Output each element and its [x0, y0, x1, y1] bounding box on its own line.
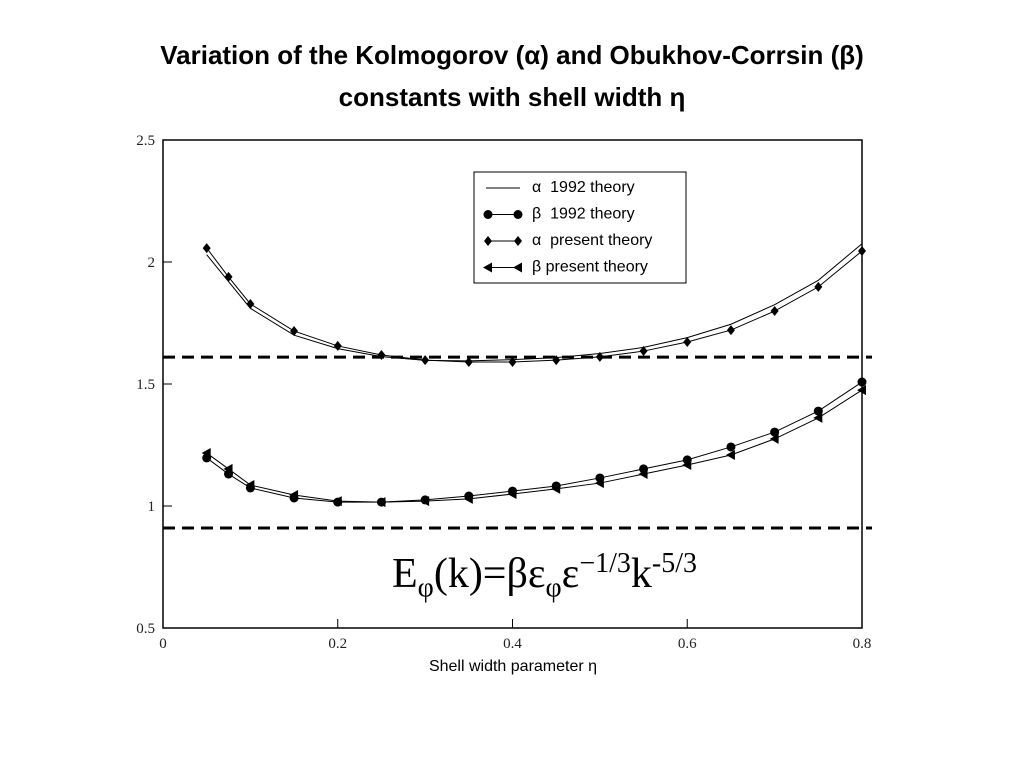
formula-part: -5/3	[651, 548, 697, 579]
marker	[682, 460, 692, 471]
marker	[814, 281, 823, 292]
y-tick-label: 1	[148, 499, 156, 515]
marker	[483, 262, 492, 273]
formula-annotation: Eφ(k)=βεφε−1/3k-5/3	[392, 548, 697, 604]
marker	[245, 480, 255, 491]
marker	[638, 469, 648, 480]
marker	[770, 427, 780, 437]
x-tick-label: 0	[159, 636, 167, 652]
series-line	[206, 381, 863, 503]
marker	[683, 337, 692, 348]
formula-part: φ	[417, 572, 434, 604]
marker	[202, 243, 211, 254]
marker	[333, 340, 342, 351]
marker	[420, 496, 430, 507]
legend-box	[473, 171, 687, 284]
legend-label: β present theory	[532, 259, 648, 276]
x-axis-label: Shell width parameter η	[429, 658, 597, 675]
legend-label: β 1992 theory	[532, 206, 635, 223]
x-tick-label: 0.2	[328, 636, 347, 652]
y-tick-label: 2.5	[136, 133, 155, 149]
chart-title: Variation of the Kolmogorov (α) and Obuk…	[160, 40, 864, 112]
marker	[464, 357, 473, 368]
marker	[224, 271, 233, 282]
marker	[514, 236, 522, 246]
marker	[725, 450, 735, 461]
formula-part: E	[392, 551, 418, 597]
formula-part: φ	[545, 572, 562, 604]
marker	[483, 210, 493, 219]
marker	[463, 493, 473, 504]
marker	[813, 412, 823, 423]
marker	[290, 326, 299, 337]
marker	[726, 325, 735, 336]
marker	[813, 406, 823, 416]
formula-part: (k)=βε	[433, 551, 546, 597]
marker	[857, 377, 867, 387]
marker	[726, 442, 736, 452]
marker	[595, 351, 604, 362]
marker	[223, 463, 233, 474]
marker	[201, 448, 211, 459]
marker	[770, 306, 779, 317]
marker	[246, 298, 255, 309]
marker	[513, 210, 523, 219]
x-tick-label: 0.4	[503, 636, 522, 652]
marker	[376, 497, 386, 508]
y-tick-label: 0.5	[136, 621, 155, 637]
marker	[594, 478, 604, 489]
marker	[639, 346, 648, 357]
legend-label: α 1992 theory	[532, 179, 635, 196]
marker	[513, 262, 522, 273]
formula-part: ε	[561, 551, 580, 597]
marker	[484, 236, 492, 246]
marker	[421, 355, 430, 366]
formula-part: −1/3	[579, 548, 631, 579]
marker	[769, 433, 779, 444]
formula-part: k	[630, 551, 652, 597]
marker	[289, 490, 299, 501]
series-line	[206, 389, 863, 503]
marker	[508, 357, 517, 368]
x-tick-label: 0.8	[853, 636, 872, 652]
marker	[857, 385, 866, 396]
marker	[377, 349, 386, 360]
marker	[332, 496, 342, 507]
marker	[858, 246, 866, 257]
x-tick-label: 0.6	[678, 636, 697, 652]
y-tick-label: 1.5	[136, 377, 155, 393]
marker	[507, 489, 517, 500]
legend-label: α present theory	[532, 232, 652, 249]
y-tick-label: 2	[148, 255, 156, 271]
marker	[552, 355, 561, 366]
marker	[551, 483, 561, 494]
